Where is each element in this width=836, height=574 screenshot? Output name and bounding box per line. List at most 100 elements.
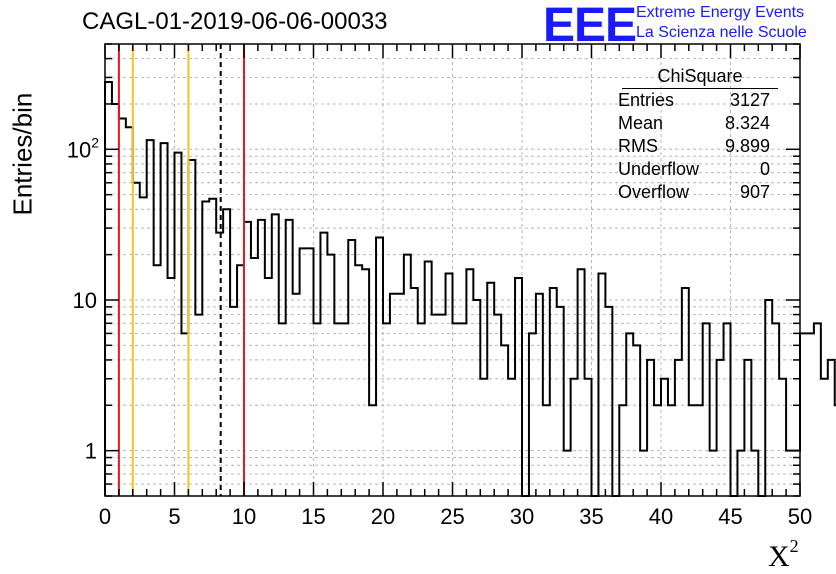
histogram-bin [439, 315, 446, 496]
histogram-bin [446, 273, 453, 496]
stats-label: Mean [618, 113, 664, 133]
stats-label: RMS [618, 136, 658, 156]
stats-row-rms: RMS 9.899 [618, 135, 778, 158]
eee-logo: EEE [543, 0, 637, 52]
histogram-bin [529, 333, 536, 496]
histogram-bin [751, 451, 758, 496]
histogram-bin [689, 405, 696, 496]
histogram-bin [181, 333, 188, 496]
histogram-bin [487, 283, 494, 496]
histogram-bin [418, 323, 425, 496]
histogram-bin [696, 405, 703, 496]
histogram-bin [251, 258, 258, 496]
histogram-bin [355, 265, 362, 496]
stats-title: ChiSquare [622, 66, 778, 89]
x-axis-label: X2 [768, 536, 799, 574]
histogram-bin [230, 307, 237, 496]
histogram-bin [675, 360, 682, 496]
histogram-bin [286, 220, 293, 496]
histogram-bin [453, 323, 460, 496]
histogram-bin [564, 451, 571, 496]
histogram-bin [411, 288, 418, 496]
histogram-bin [480, 379, 487, 496]
histogram-bin [466, 269, 473, 496]
histogram-bin [682, 288, 689, 496]
histogram-bin [202, 202, 209, 496]
histogram-bin [633, 345, 640, 496]
histogram-bin [147, 140, 154, 496]
logo-tagline-1: Extreme Energy Events [636, 4, 805, 21]
histogram-bin [258, 220, 265, 496]
histogram-bin [473, 300, 480, 496]
histogram-bin [800, 333, 807, 496]
histogram-bin [341, 323, 348, 496]
x-tick-label: 10 [232, 504, 256, 529]
histogram-bin [536, 294, 543, 496]
histogram-bin [126, 127, 133, 496]
x-tick-label: 35 [579, 504, 603, 529]
histogram-bin [571, 379, 578, 496]
histogram-bin [161, 143, 168, 496]
histogram-bin [293, 294, 300, 496]
histogram-bin [598, 273, 605, 496]
histogram-bin [807, 333, 814, 496]
histogram-bin [425, 262, 432, 496]
stats-value: 907 [739, 182, 770, 202]
stats-value: 9.899 [724, 136, 770, 156]
histogram-bin [737, 451, 744, 496]
histogram-bin [348, 240, 355, 496]
histogram-bin [237, 265, 244, 496]
y-tick-label: 102 [67, 134, 99, 162]
histogram-bin [717, 360, 724, 496]
stats-value: 0 [759, 159, 770, 179]
histogram-bin [772, 323, 779, 496]
histogram-bin [216, 233, 223, 496]
histogram-bin [314, 323, 321, 496]
histogram-bin [619, 405, 626, 496]
histogram-bin [168, 278, 175, 496]
histogram-bin [265, 278, 272, 496]
histogram-bin [320, 233, 327, 496]
y-tick-label: 1 [85, 439, 97, 464]
histogram-series [104, 80, 836, 497]
stats-row-underflow: Underflow 0 [618, 158, 778, 181]
histogram-bin [376, 237, 383, 496]
histogram-bin [626, 333, 633, 496]
histogram-bin [188, 160, 195, 496]
x-axis-label-sup: 2 [789, 536, 799, 556]
histogram-bin [640, 451, 647, 496]
histogram-bin [515, 278, 522, 496]
histogram-bin [459, 323, 466, 496]
histogram-bin [557, 307, 564, 496]
histogram-bin [195, 315, 202, 496]
histogram-bin [661, 379, 668, 496]
histogram-bin [327, 255, 334, 496]
x-tick-label: 30 [510, 504, 534, 529]
histogram-bin [140, 197, 147, 496]
x-tick-label: 40 [649, 504, 673, 529]
y-axis-label: Entries/bin [7, 92, 38, 216]
histogram-bin [119, 119, 126, 496]
histogram-bin [244, 222, 251, 496]
histogram-bin [404, 255, 411, 496]
histogram-bin [494, 315, 501, 496]
x-tick-label: 5 [168, 504, 180, 529]
y-tick-label: 10 [73, 288, 97, 313]
run-title: CAGL-01-2019-06-06-00033 [82, 8, 388, 35]
histogram-bin [362, 269, 369, 496]
x-tick-label: 15 [301, 504, 325, 529]
stats-box: ChiSquare Entries 3127 Mean 8.324 RMS 9.899… [612, 66, 778, 204]
x-tick-label: 45 [718, 504, 742, 529]
stats-value: 8.324 [724, 113, 770, 133]
histogram-bin [703, 323, 710, 496]
histogram-bin [175, 153, 182, 496]
x-tick-label: 25 [440, 504, 464, 529]
stats-value: 3127 [729, 90, 770, 110]
histogram-bin [668, 405, 675, 496]
histogram-bin [334, 323, 341, 496]
histogram-bin [307, 248, 314, 496]
histogram-bin [828, 360, 835, 496]
histogram-bin [786, 451, 793, 496]
histogram-bin [585, 379, 592, 496]
